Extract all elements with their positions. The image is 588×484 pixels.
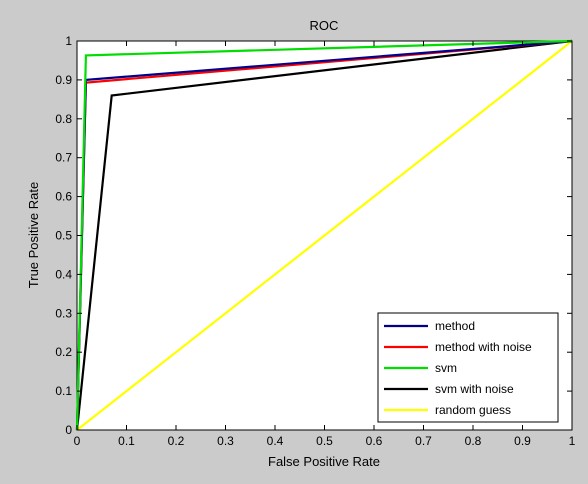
series-line-svm-with-noise (75, 39, 573, 431)
x-tick-label: 0.7 (415, 434, 432, 448)
axis-ticks: 0 0.1 0.2 0.3 0.4 0.5 0.6 0.7 0.8 0.9 1 0 0.1 0.2 0.3 0… (55, 34, 575, 448)
chart-title: ROC (310, 18, 339, 33)
y-tick-label: 0.1 (55, 384, 72, 398)
x-tick-label: 0.4 (267, 434, 284, 448)
y-tick-label: 0.8 (55, 112, 72, 126)
legend-label-svm: svm (435, 361, 457, 375)
x-tick-label: 0.9 (514, 434, 531, 448)
y-tick-label: 0.3 (55, 306, 72, 320)
y-tick-label: 1 (65, 34, 72, 48)
x-tick-label: 0.3 (217, 434, 234, 448)
legend-label-method: method (435, 319, 475, 333)
x-axis-label: False Positive Rate (268, 454, 380, 469)
y-tick-label: 0.9 (55, 73, 72, 87)
x-tick-label: 0.6 (366, 434, 383, 448)
y-tick-label: 0.7 (55, 151, 72, 165)
y-tick-label: 0.2 (55, 345, 72, 359)
series-layer (75, 39, 573, 431)
x-tick-label: 0.1 (118, 434, 135, 448)
series-line-svm (75, 39, 573, 431)
y-axis-label: True Positive Rate (26, 182, 41, 288)
legend-label-random-guess: random guess (435, 403, 511, 417)
x-tick-label: 0.2 (168, 434, 185, 448)
series-line-random-guess (76, 40, 573, 431)
x-tick-label: 0.8 (465, 434, 482, 448)
legend-label-svm-with-noise: svm with noise (435, 382, 514, 396)
legend-label-method-with-noise: method with noise (435, 340, 532, 354)
y-tick-label: 0.4 (55, 267, 72, 281)
legend: method method with noise svm svm with noise… (377, 312, 559, 423)
y-tick-label: 0.6 (55, 190, 72, 204)
x-tick-label: 1 (569, 434, 576, 448)
x-tick-label: 0.5 (316, 434, 333, 448)
y-tick-label: 0 (65, 423, 72, 437)
y-tick-label: 0.5 (55, 229, 72, 243)
x-tick-label: 0 (74, 434, 81, 448)
